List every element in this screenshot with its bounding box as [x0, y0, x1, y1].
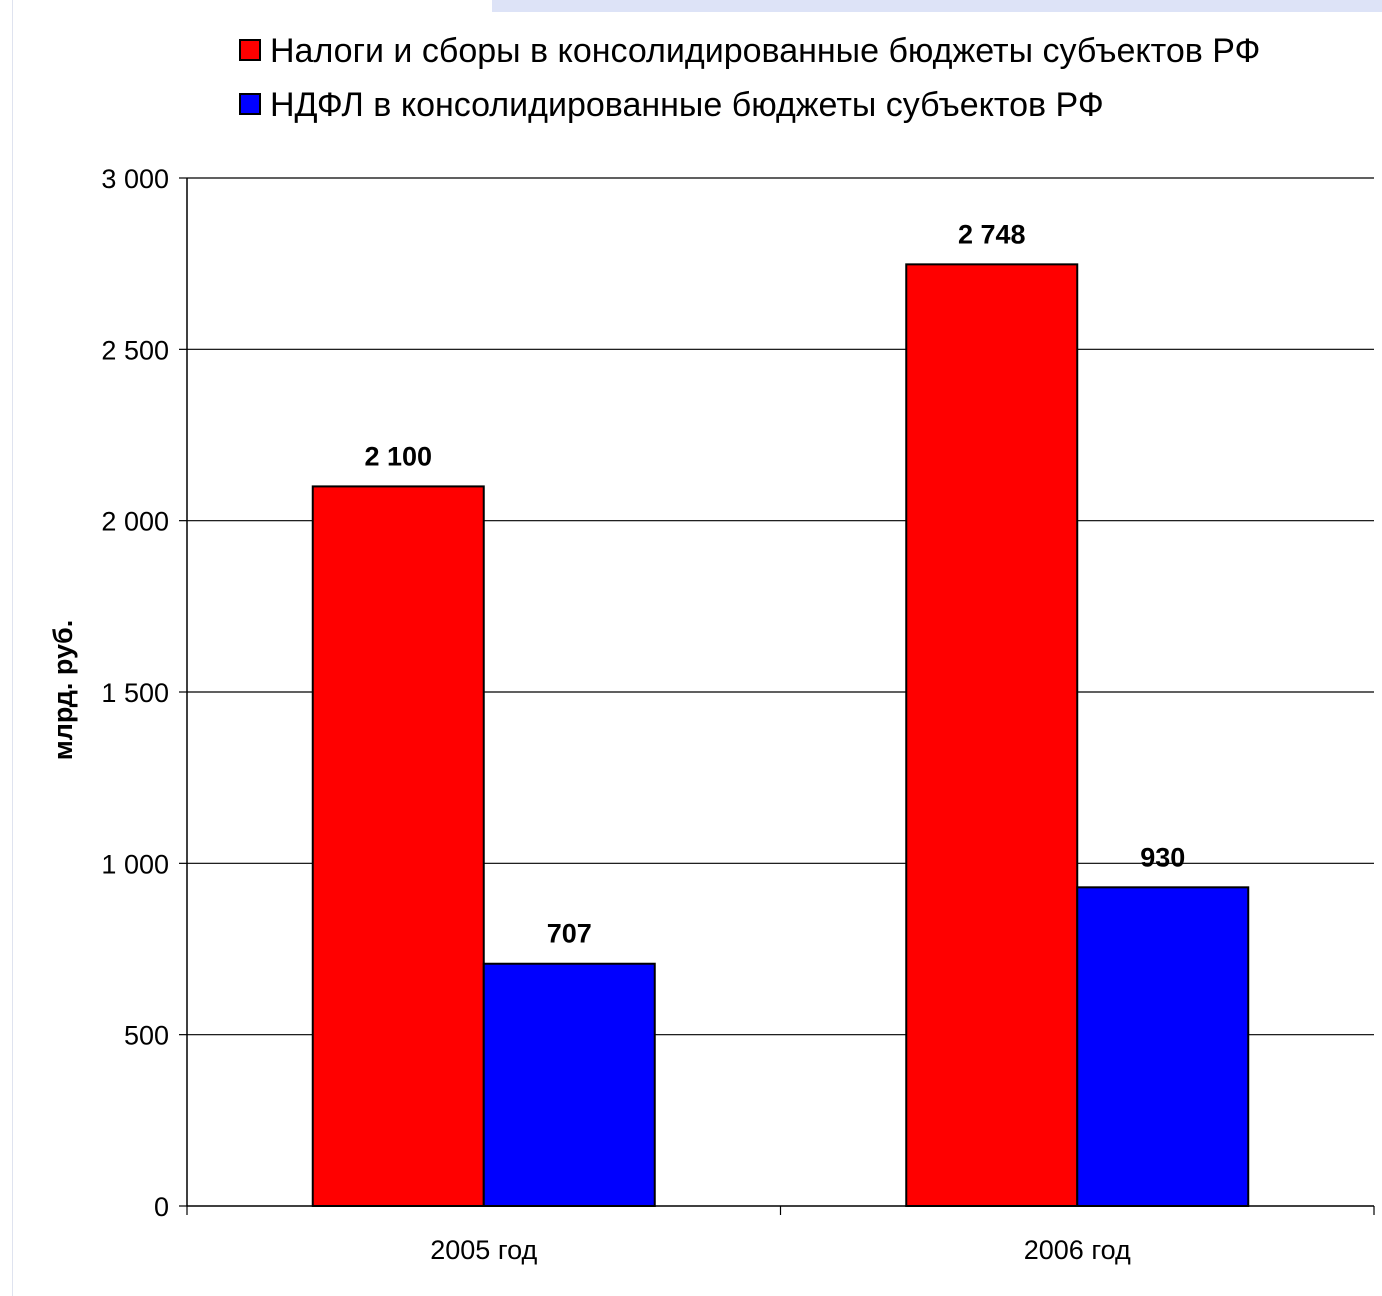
- legend-label-1: Налоги и сборы в консолидированные бюдже…: [270, 32, 1260, 70]
- y-axis-label: млрд. руб.: [48, 620, 78, 760]
- y-tick-label: 1 500: [101, 678, 169, 708]
- x-tick-label: 2005 год: [430, 1235, 537, 1265]
- y-tick-label: 1 000: [101, 849, 169, 879]
- y-tick-label: 3 000: [101, 164, 169, 194]
- data-label: 2 100: [364, 441, 432, 471]
- legend-label-2: НДФЛ в консолидированные бюджеты субъект…: [270, 86, 1104, 124]
- background-band: [492, 0, 1382, 12]
- x-tick-label: 2006 год: [1024, 1235, 1131, 1265]
- y-tick-label: 2 000: [101, 507, 169, 537]
- data-label: 2 748: [958, 219, 1026, 249]
- data-label: 930: [1140, 842, 1185, 872]
- y-tick-label: 500: [124, 1021, 169, 1051]
- background-strip: [0, 0, 13, 1296]
- bar-1-2: [905, 263, 1079, 1207]
- y-tick-label: 0: [154, 1192, 169, 1222]
- bar-1-1: [311, 485, 485, 1207]
- axes: 0 500 1 000 1 500 2 000 2 500 3 000 2005 год 200…: [101, 164, 1375, 1265]
- legend-swatch-2: [239, 93, 261, 115]
- data-labels: 2 100 707 2 748 930: [364, 219, 1185, 948]
- data-label: 707: [547, 919, 592, 949]
- legend: Налоги и сборы в консолидированные бюдже…: [239, 32, 1260, 124]
- y-tick-label: 2 500: [101, 335, 169, 365]
- legend-swatch-1: [239, 39, 261, 61]
- bar-2-1: [482, 962, 656, 1208]
- bars: [311, 263, 1250, 1208]
- bar-2-2: [1076, 886, 1250, 1207]
